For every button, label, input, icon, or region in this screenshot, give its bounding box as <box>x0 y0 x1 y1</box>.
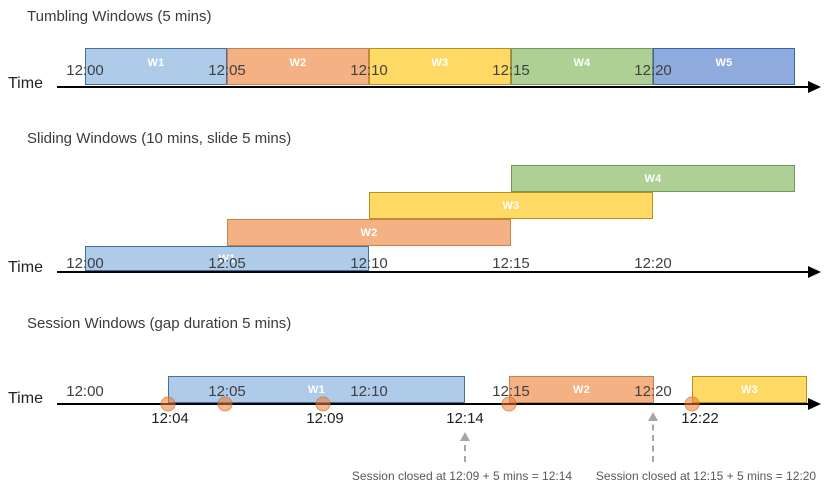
session-window-w3: W3 <box>692 376 807 403</box>
session-window-w2-label: W2 <box>572 383 591 396</box>
tumbling-tick-1205: 12:05 <box>208 62 246 79</box>
session-window-w2: W2 <box>509 376 654 403</box>
session-closed-annotation-1: Session closed at 12:09 + 5 mins = 12:14 <box>351 469 573 483</box>
sliding-window-w4-label: W4 <box>644 172 662 185</box>
sliding-axis-arrowhead-icon <box>808 266 821 278</box>
session-closed-annotation-2: Session closed at 12:15 + 5 mins = 12:20 <box>595 469 817 483</box>
event-dot-1215 <box>501 396 517 412</box>
tumbling-window-w3-label: W3 <box>431 57 449 69</box>
sliding-time-axis <box>57 271 810 273</box>
session-close-arrow-1214-icon <box>460 432 470 462</box>
tumbling-window-w5-label: W5 <box>715 57 733 69</box>
sliding-window-w4: W4 <box>511 165 795 192</box>
event-time-1204: 12:04 <box>151 410 189 427</box>
session-axis-arrowhead-icon <box>808 398 821 410</box>
tumbling-title: Tumbling Windows (5 mins) <box>27 8 212 25</box>
event-dot-1204 <box>160 396 176 412</box>
sliding-tick-1205: 12:05 <box>208 255 246 272</box>
sliding-time-axis-label: Time <box>8 259 43 276</box>
session-tick-1215: 12:15 <box>492 383 530 400</box>
session-tick-1220: 12:20 <box>634 383 672 400</box>
tumbling-window-w4: W4 <box>511 48 653 85</box>
event-dot-1209 <box>315 396 331 412</box>
tumbling-tick-1220: 12:20 <box>634 62 672 79</box>
sliding-window-w2: W2 <box>227 219 511 246</box>
event-time-1209: 12:09 <box>306 410 344 427</box>
tumbling-window-w1-label: W1 <box>147 57 165 69</box>
sliding-tick-1200: 12:00 <box>66 255 104 272</box>
sliding-window-w1-label: W1 <box>218 252 236 265</box>
tumbling-window-w3: W3 <box>369 48 511 85</box>
session-window-w3-label: W3 <box>740 383 759 396</box>
event-time-1222: 12:22 <box>681 410 719 427</box>
event-time-1214: 12:14 <box>446 410 484 427</box>
tumbling-time-axis <box>57 86 810 88</box>
tumbling-window-w2: W2 <box>227 48 369 85</box>
session-window-w1-label: W1 <box>307 383 326 396</box>
session-tick-1205: 12:05 <box>208 383 246 400</box>
tumbling-window-w1: W1 <box>85 48 227 85</box>
sliding-title: Sliding Windows (10 mins, slide 5 mins) <box>27 130 292 147</box>
event-dot-1205 <box>217 396 233 412</box>
tumbling-window-w4-label: W4 <box>573 57 591 69</box>
sliding-window-w1: W1 <box>85 246 369 271</box>
event-dot-1222 <box>684 396 700 412</box>
tumbling-tick-1215: 12:15 <box>492 62 530 79</box>
sliding-tick-1210: 12:10 <box>350 255 388 272</box>
session-tick-1210: 12:10 <box>350 383 388 400</box>
sliding-window-w3-label: W3 <box>502 199 520 212</box>
tumbling-tick-1210: 12:10 <box>350 62 388 79</box>
sliding-tick-1215: 12:15 <box>492 255 530 272</box>
session-time-axis <box>57 403 810 405</box>
sliding-tick-1220: 12:20 <box>634 255 672 272</box>
session-title: Session Windows (gap duration 5 mins) <box>27 315 292 332</box>
tumbling-window-w5: W5 <box>653 48 795 85</box>
tumbling-tick-1200: 12:00 <box>66 62 104 79</box>
sliding-window-w2-label: W2 <box>360 226 378 239</box>
tumbling-axis-arrowhead-icon <box>808 81 821 93</box>
tumbling-time-axis-label: Time <box>8 75 43 92</box>
session-time-axis-label: Time <box>8 390 43 407</box>
tumbling-window-w2-label: W2 <box>289 57 307 69</box>
session-tick-1200: 12:00 <box>66 383 104 400</box>
sliding-window-w3: W3 <box>369 192 653 219</box>
session-close-arrow-1220-icon <box>648 412 658 462</box>
